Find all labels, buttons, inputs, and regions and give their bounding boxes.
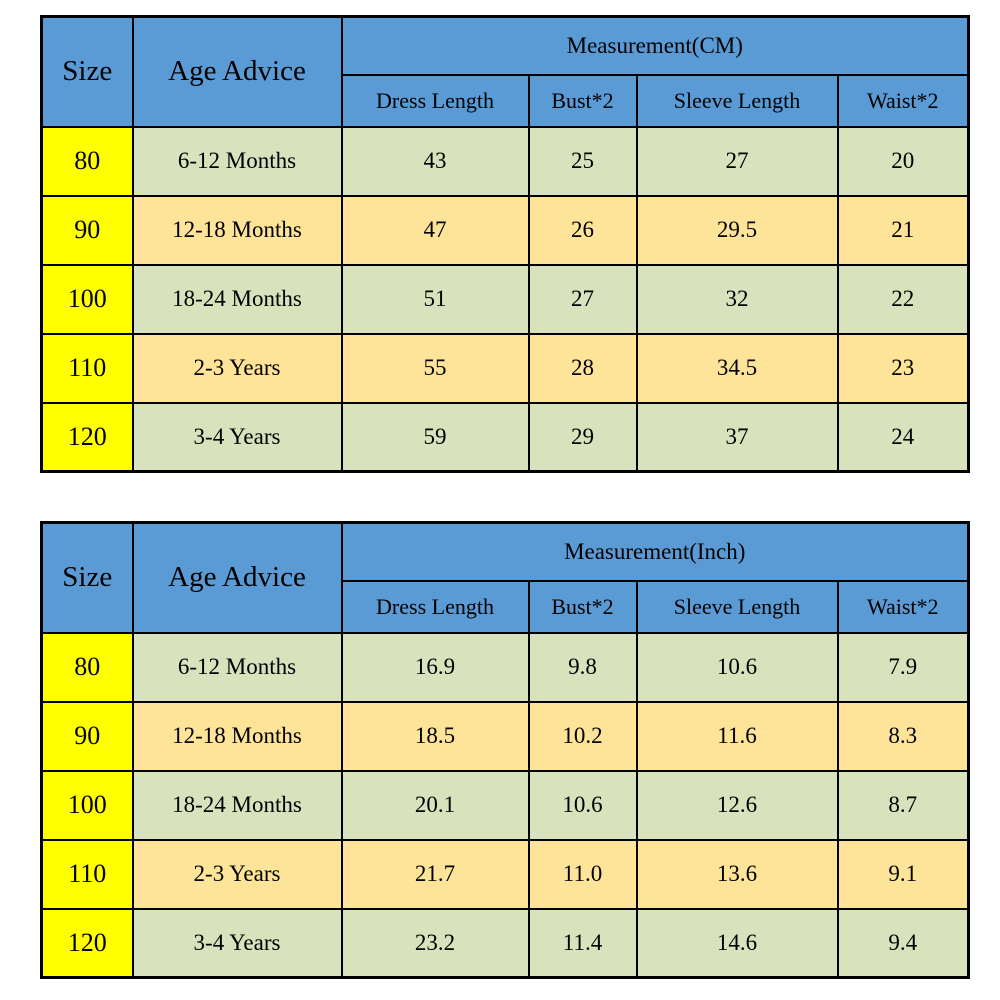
- value-cell: 20.1: [340, 769, 530, 841]
- size-cell: 110: [40, 332, 134, 404]
- value-cell: 28: [527, 332, 638, 404]
- age-cell: 6-12 Months: [131, 631, 343, 703]
- value-cell: 10.6: [527, 769, 638, 841]
- column-header-sleeve-length: Sleeve Length: [635, 73, 839, 128]
- value-cell: 14.6: [635, 907, 839, 979]
- column-header-bust: Bust*2: [527, 579, 638, 634]
- value-cell: 25: [527, 125, 638, 197]
- value-cell: 34.5: [635, 332, 839, 404]
- value-cell: 37: [635, 401, 839, 473]
- value-cell: 9.1: [836, 838, 970, 910]
- table-row: 90 12-18 Months 47 26 29.5 21: [40, 194, 970, 266]
- size-column-header: Size: [40, 15, 134, 128]
- age-cell: 3-4 Years: [131, 907, 343, 979]
- measurement-cm-header: Measurement(CM): [340, 15, 970, 76]
- value-cell: 21.7: [340, 838, 530, 910]
- value-cell: 11.0: [527, 838, 638, 910]
- value-cell: 10.6: [635, 631, 839, 703]
- table-row: 80 6-12 Months 16.9 9.8 10.6 7.9: [40, 631, 970, 703]
- size-cell: 80: [40, 631, 134, 703]
- value-cell: 23: [836, 332, 970, 404]
- header-row-main: Size Age Advice Measurement(CM): [40, 15, 970, 128]
- age-advice-column-header: Age Advice: [131, 15, 343, 128]
- age-cell: 6-12 Months: [131, 125, 343, 197]
- size-cell: 100: [40, 263, 134, 335]
- value-cell: 47: [340, 194, 530, 266]
- value-cell: 43: [340, 125, 530, 197]
- table-row: 90 12-18 Months 18.5 10.2 11.6 8.3: [40, 700, 970, 772]
- header-row-main: Size Age Advice Measurement(Inch): [40, 521, 970, 634]
- value-cell: 51: [340, 263, 530, 335]
- header-row-sub: Dress Length Bust*2 Sleeve Length Waist*…: [42, 73, 970, 128]
- age-cell: 12-18 Months: [131, 194, 343, 266]
- table-row: 100 18-24 Months 20.1 10.6 12.6 8.7: [40, 769, 970, 841]
- column-header-dress-length: Dress Length: [340, 579, 530, 634]
- value-cell: 26: [527, 194, 638, 266]
- size-cell: 90: [40, 194, 134, 266]
- value-cell: 27: [527, 263, 638, 335]
- value-cell: 12.6: [635, 769, 839, 841]
- table-row: 120 3-4 Years 59 29 37 24: [40, 401, 970, 473]
- size-cell: 110: [40, 838, 134, 910]
- size-table-inch: Size Age Advice Measurement(Inch) Dress …: [40, 521, 970, 979]
- size-cell: 100: [40, 769, 134, 841]
- size-cell: 90: [40, 700, 134, 772]
- value-cell: 24: [836, 401, 970, 473]
- column-header-sleeve-length: Sleeve Length: [635, 579, 839, 634]
- table-row: 120 3-4 Years 23.2 11.4 14.6 9.4: [40, 907, 970, 979]
- size-column-header: Size: [40, 521, 134, 634]
- value-cell: 9.4: [836, 907, 970, 979]
- value-cell: 29.5: [635, 194, 839, 266]
- column-header-waist: Waist*2: [836, 579, 970, 634]
- value-cell: 11.4: [527, 907, 638, 979]
- value-cell: 11.6: [635, 700, 839, 772]
- value-cell: 55: [340, 332, 530, 404]
- age-cell: 2-3 Years: [131, 838, 343, 910]
- column-header-bust: Bust*2: [527, 73, 638, 128]
- size-cell: 120: [40, 401, 134, 473]
- value-cell: 29: [527, 401, 638, 473]
- age-cell: 12-18 Months: [131, 700, 343, 772]
- value-cell: 16.9: [340, 631, 530, 703]
- measurement-inch-header: Measurement(Inch): [340, 521, 970, 582]
- value-cell: 18.5: [340, 700, 530, 772]
- value-cell: 22: [836, 263, 970, 335]
- value-cell: 8.7: [836, 769, 970, 841]
- column-header-waist: Waist*2: [836, 73, 970, 128]
- size-table-cm: Size Age Advice Measurement(CM) Dress Le…: [40, 15, 971, 473]
- age-cell: 18-24 Months: [131, 263, 343, 335]
- age-cell: 2-3 Years: [131, 332, 343, 404]
- table-row: 100 18-24 Months 51 27 32 22: [40, 263, 970, 335]
- value-cell: 32: [635, 263, 839, 335]
- header-row-sub: Dress Length Bust*2 Sleeve Length Waist*…: [42, 579, 970, 634]
- value-cell: 20: [836, 125, 970, 197]
- table-row: 80 6-12 Months 43 25 27 20: [40, 125, 970, 197]
- value-cell: 8.3: [836, 700, 970, 772]
- value-cell: 27: [635, 125, 839, 197]
- value-cell: 13.6: [635, 838, 839, 910]
- value-cell: 59: [340, 401, 530, 473]
- table-row: 110 2-3 Years 55 28 34.5 23: [40, 332, 970, 404]
- table-row: 110 2-3 Years 21.7 11.0 13.6 9.1: [40, 838, 970, 910]
- size-cell: 120: [40, 907, 134, 979]
- size-cell: 80: [40, 125, 134, 197]
- column-header-dress-length: Dress Length: [340, 73, 530, 128]
- value-cell: 10.2: [527, 700, 638, 772]
- age-advice-column-header: Age Advice: [131, 521, 343, 634]
- age-cell: 18-24 Months: [131, 769, 343, 841]
- age-cell: 3-4 Years: [131, 401, 343, 473]
- value-cell: 9.8: [527, 631, 638, 703]
- value-cell: 23.2: [340, 907, 530, 979]
- value-cell: 21: [836, 194, 970, 266]
- value-cell: 7.9: [836, 631, 970, 703]
